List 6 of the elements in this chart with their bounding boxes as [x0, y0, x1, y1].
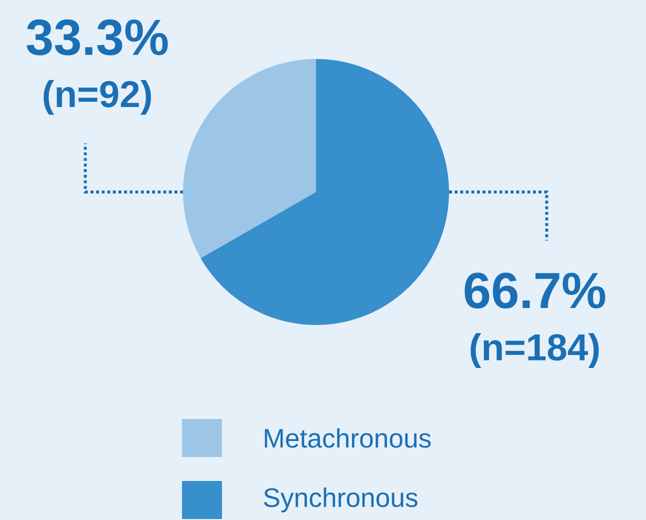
data-label: 33.3%: [26, 19, 168, 56]
legend-label: Synchronous: [264, 488, 418, 512]
legend-label: Metachronous: [264, 428, 431, 448]
data-label: 66.7%: [464, 272, 606, 309]
text: (n=92): [44, 80, 151, 115]
text: (n=184): [470, 333, 599, 368]
